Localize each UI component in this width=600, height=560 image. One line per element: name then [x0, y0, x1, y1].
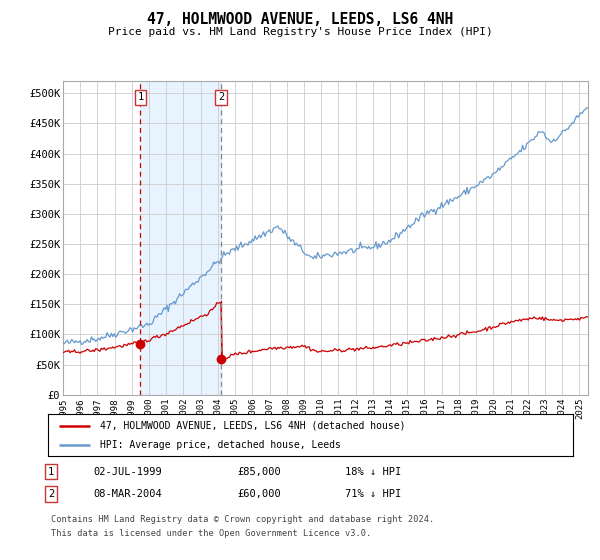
Text: 1: 1 — [137, 92, 143, 102]
Text: 2: 2 — [218, 92, 224, 102]
Text: £60,000: £60,000 — [237, 489, 281, 499]
Text: 08-MAR-2004: 08-MAR-2004 — [93, 489, 162, 499]
Text: 1: 1 — [48, 466, 54, 477]
Text: 02-JUL-1999: 02-JUL-1999 — [93, 466, 162, 477]
Text: 47, HOLMWOOD AVENUE, LEEDS, LS6 4NH (detached house): 47, HOLMWOOD AVENUE, LEEDS, LS6 4NH (det… — [101, 421, 406, 431]
Text: £85,000: £85,000 — [237, 466, 281, 477]
Text: 18% ↓ HPI: 18% ↓ HPI — [345, 466, 401, 477]
Bar — [140, 81, 221, 395]
Text: 47, HOLMWOOD AVENUE, LEEDS, LS6 4NH: 47, HOLMWOOD AVENUE, LEEDS, LS6 4NH — [147, 12, 453, 27]
Text: Price paid vs. HM Land Registry's House Price Index (HPI): Price paid vs. HM Land Registry's House … — [107, 27, 493, 37]
Text: Contains HM Land Registry data © Crown copyright and database right 2024.: Contains HM Land Registry data © Crown c… — [51, 515, 434, 524]
Text: 71% ↓ HPI: 71% ↓ HPI — [345, 489, 401, 499]
Text: This data is licensed under the Open Government Licence v3.0.: This data is licensed under the Open Gov… — [51, 529, 371, 538]
Text: 2: 2 — [48, 489, 54, 499]
Text: HPI: Average price, detached house, Leeds: HPI: Average price, detached house, Leed… — [101, 440, 341, 450]
